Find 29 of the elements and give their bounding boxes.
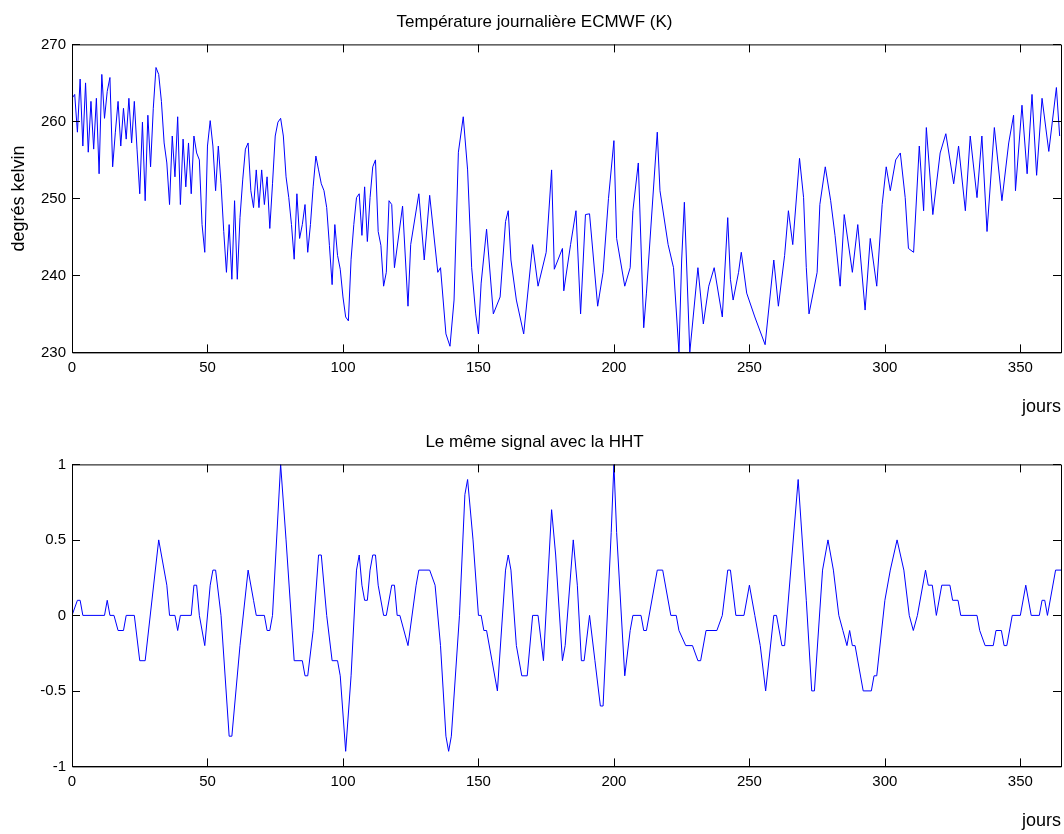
x-tick-label: 100 [330,357,356,375]
y-tick-label: 240 [40,265,66,283]
y-tick-label: 270 [40,34,66,52]
x-tick-label: 300 [872,357,898,375]
y-tick-label: 260 [40,111,66,129]
x-tick-label: 300 [872,771,898,789]
x-tick-label: 350 [1007,771,1033,789]
y-tick-label: -0.5 [40,681,66,699]
x-tick-label: 200 [601,771,627,789]
x-tick-label: 250 [736,771,762,789]
y-axis-title: degrés kelvin [7,145,28,252]
x-tick-label: 350 [1007,357,1033,375]
chart-title: Le même signal avec la HHT [425,431,644,451]
x-tick-label: 200 [601,357,627,375]
y-tick-label: -1 [52,756,66,774]
y-tick-label: 0 [57,605,66,623]
y-tick-label: 1 [57,454,66,472]
x-tick-label: 100 [330,771,356,789]
y-tick-label: 230 [40,342,66,360]
x-axis-title: jours [1020,810,1061,831]
y-tick-label: 0.5 [45,530,66,548]
y-tick-label: 250 [40,188,66,206]
x-axis-title: jours [1020,396,1061,417]
x-tick-label: 50 [199,771,216,789]
chart-title: Température journalière ECMWF (K) [396,11,673,31]
x-tick-label: 50 [199,357,216,375]
x-tick-label: 150 [465,357,491,375]
x-tick-label: 250 [736,357,762,375]
x-tick-label: 150 [465,771,491,789]
